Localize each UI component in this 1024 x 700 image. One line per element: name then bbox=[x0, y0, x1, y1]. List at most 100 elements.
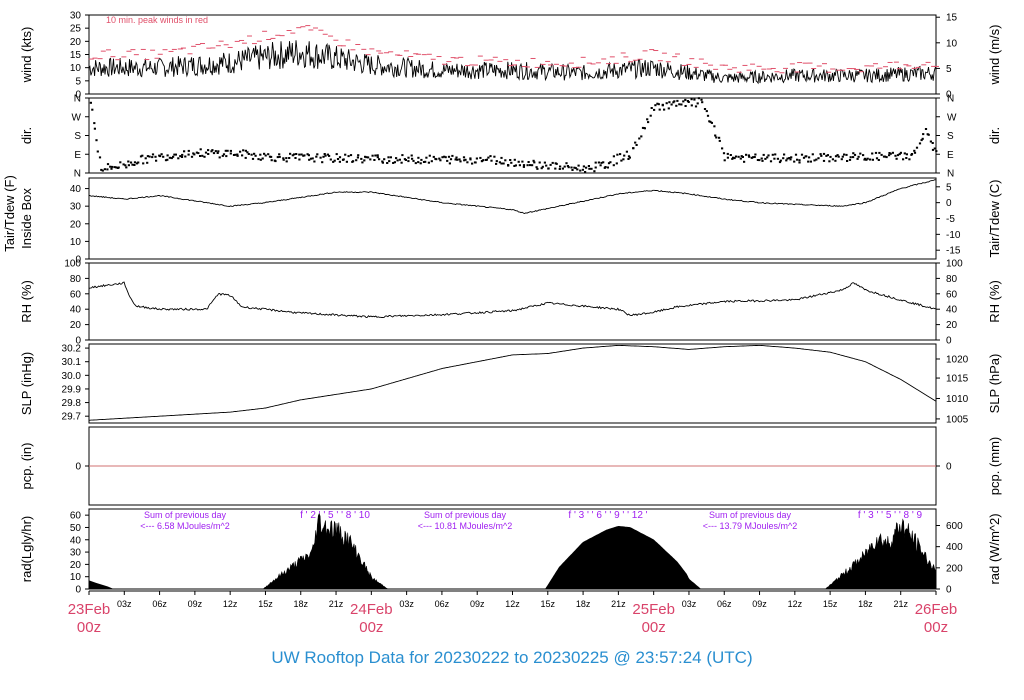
wind-dir-point bbox=[168, 156, 171, 159]
wind-dir-point bbox=[584, 171, 587, 173]
wind-dir-point bbox=[500, 162, 503, 165]
wind-dir-point bbox=[623, 154, 626, 157]
wind-dir-point bbox=[173, 153, 176, 156]
ytick-right-label-pcp: 0 bbox=[946, 462, 952, 473]
wind-dir-point bbox=[490, 159, 493, 162]
wind-dir-point bbox=[813, 159, 816, 162]
wind-dir-point bbox=[151, 153, 155, 156]
radiation-day-area bbox=[824, 518, 937, 590]
wind-dir-point bbox=[684, 105, 687, 107]
wind-peak-annotation: 10 min. peak winds in red bbox=[106, 15, 208, 25]
wind-dir-point bbox=[898, 153, 901, 156]
wind-dir-point bbox=[828, 160, 831, 163]
wind-dir-point bbox=[778, 161, 782, 164]
wind-dir-point bbox=[585, 166, 588, 169]
wind-dir-point bbox=[298, 158, 301, 161]
wind-dir-point bbox=[247, 153, 250, 155]
wind-dir-point bbox=[678, 103, 681, 106]
ytick-right-label-temp: 0 bbox=[946, 198, 952, 209]
wind-dir-point bbox=[739, 157, 742, 160]
wind-dir-point bbox=[129, 161, 133, 164]
wind-dir-point bbox=[229, 149, 232, 152]
wind-dir-point bbox=[454, 158, 457, 161]
wind-dir-point bbox=[170, 157, 173, 160]
wind-dir-point bbox=[254, 154, 257, 157]
wind-dir-point bbox=[332, 160, 335, 163]
wind-dir-point bbox=[541, 165, 544, 168]
wind-dir-point bbox=[324, 154, 327, 157]
ytick-label-rh: 80 bbox=[70, 274, 82, 285]
wind-dir-point bbox=[187, 153, 190, 156]
wind-dir-point bbox=[794, 153, 798, 156]
x-tick-label: 03z bbox=[117, 599, 132, 609]
wind-dir-point bbox=[647, 121, 650, 124]
wind-dir-point bbox=[469, 157, 472, 160]
wind-dir-point bbox=[620, 159, 623, 162]
wind-dir-point bbox=[361, 161, 364, 164]
wind-dir-point bbox=[441, 156, 444, 159]
wind-dir-point bbox=[877, 159, 880, 161]
wind-dir-point bbox=[195, 151, 198, 154]
wind-dir-point bbox=[815, 158, 818, 161]
wind-dir-point bbox=[538, 161, 541, 164]
wind-dir-point bbox=[93, 127, 96, 130]
ylabel-left-pcp: pcp. (in) bbox=[19, 443, 34, 490]
wind-dir-point bbox=[820, 154, 823, 157]
wind-dir-point bbox=[315, 155, 318, 158]
x-tick-label: 06z bbox=[717, 599, 732, 609]
ytick-label-wind: 20 bbox=[70, 37, 82, 48]
wind-dir-point bbox=[701, 101, 704, 104]
wind-dir-point bbox=[378, 158, 381, 161]
wind-dir-point bbox=[111, 165, 114, 168]
wind-dir-point bbox=[705, 110, 708, 113]
wind-dir-point bbox=[435, 158, 438, 161]
wind-dir-point bbox=[386, 162, 389, 164]
ytick-label-rad: 10 bbox=[70, 572, 82, 583]
wind-dir-point bbox=[242, 149, 245, 152]
wind-dir-point bbox=[392, 162, 395, 164]
wind-dir-point bbox=[864, 157, 867, 160]
wind-dir-point bbox=[291, 154, 294, 157]
ytick-label-wind: 10 bbox=[70, 63, 82, 74]
ytick-label-rh: 0 bbox=[75, 336, 81, 347]
ylabel-right-rh: RH (%) bbox=[987, 280, 1002, 323]
wind-dir-point bbox=[244, 149, 247, 152]
wind-dir-point bbox=[177, 157, 180, 160]
wind-dir-point bbox=[495, 162, 498, 165]
wind-dir-point bbox=[417, 156, 420, 159]
wind-dir-point bbox=[371, 154, 374, 157]
wind-dir-point bbox=[751, 156, 755, 159]
wind-dir-point bbox=[172, 155, 175, 158]
wind-dir-point bbox=[338, 156, 342, 159]
wind-dir-point bbox=[101, 169, 104, 172]
ytick-right-label-slp: 1005 bbox=[946, 414, 969, 425]
wind-dir-point bbox=[267, 153, 270, 156]
wind-dir-point bbox=[236, 154, 239, 157]
wind-dir-point bbox=[609, 161, 612, 164]
wind-dir-point bbox=[706, 114, 710, 117]
wind-dir-point bbox=[654, 104, 657, 107]
wind-dir-point bbox=[319, 156, 322, 159]
x-tick-label: 15z bbox=[541, 599, 556, 609]
wind-dir-point bbox=[425, 156, 428, 159]
wind-dir-point bbox=[754, 153, 757, 156]
ytick-label-temp: 0 bbox=[75, 255, 81, 266]
wind-dir-point bbox=[612, 164, 615, 167]
wind-dir-point bbox=[502, 162, 505, 165]
wind-dir-point bbox=[673, 100, 676, 103]
wind-dir-point bbox=[148, 155, 151, 158]
wind-dir-point bbox=[796, 158, 799, 161]
wind-dir-point bbox=[464, 158, 467, 161]
wind-dir-point bbox=[514, 164, 517, 167]
wind-dir-point bbox=[743, 160, 746, 163]
wind-dir-point bbox=[115, 166, 118, 169]
x-tick-label: 21z bbox=[329, 599, 344, 609]
wind-dir-point bbox=[127, 164, 130, 167]
wind-dir-point bbox=[734, 155, 738, 158]
wind-dir-point bbox=[680, 103, 683, 106]
ylabel-left-rad: rad(Lgly/hr) bbox=[19, 516, 34, 582]
wind-dir-point bbox=[236, 153, 239, 156]
wind-dir-point bbox=[95, 139, 98, 142]
wind-dir-point bbox=[122, 163, 125, 166]
wind-dir-point bbox=[495, 160, 498, 163]
